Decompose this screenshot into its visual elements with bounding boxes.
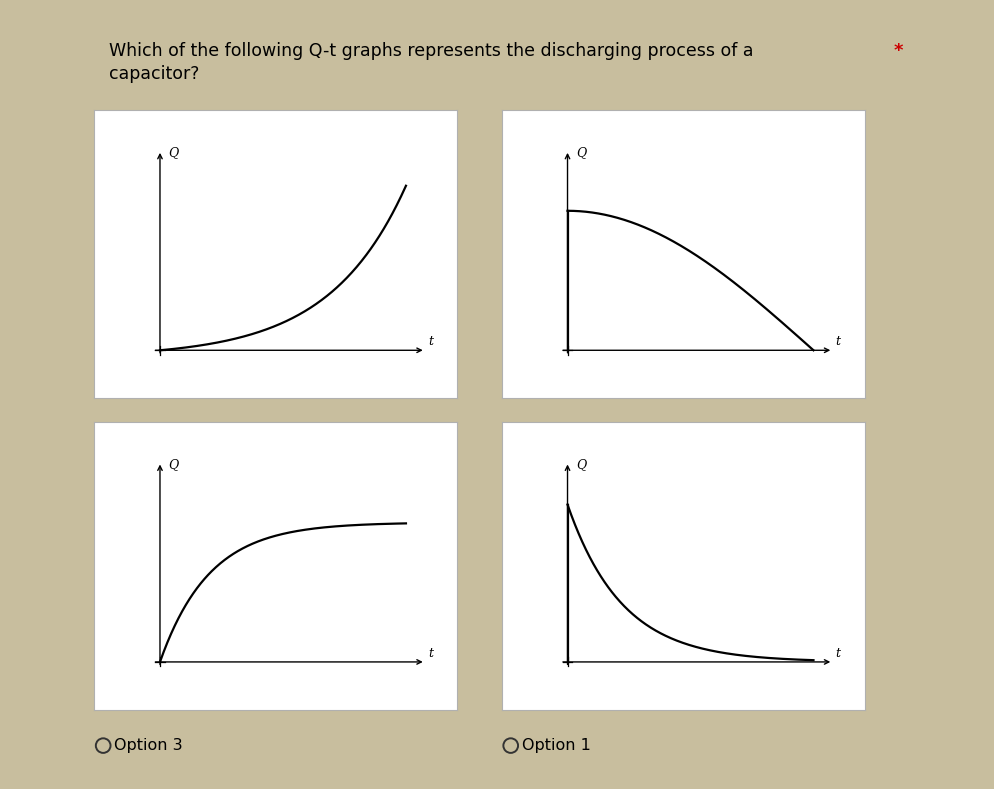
Text: Option 3: Option 3 — [114, 738, 183, 753]
Text: Option 1: Option 1 — [522, 738, 590, 753]
Text: t: t — [428, 647, 433, 660]
Text: Q: Q — [169, 458, 179, 471]
Text: Option 4: Option 4 — [522, 426, 590, 442]
Text: t: t — [836, 647, 841, 660]
Text: t: t — [836, 335, 841, 349]
Text: Which of the following Q-t graphs represents the discharging process of a: Which of the following Q-t graphs repres… — [108, 43, 753, 60]
Text: Q: Q — [577, 147, 586, 159]
Text: *: * — [894, 43, 904, 60]
Text: Q: Q — [169, 147, 179, 159]
Text: capacitor?: capacitor? — [108, 65, 199, 83]
Text: Q: Q — [577, 458, 586, 471]
Text: Option 2: Option 2 — [114, 426, 183, 442]
Text: t: t — [428, 335, 433, 349]
